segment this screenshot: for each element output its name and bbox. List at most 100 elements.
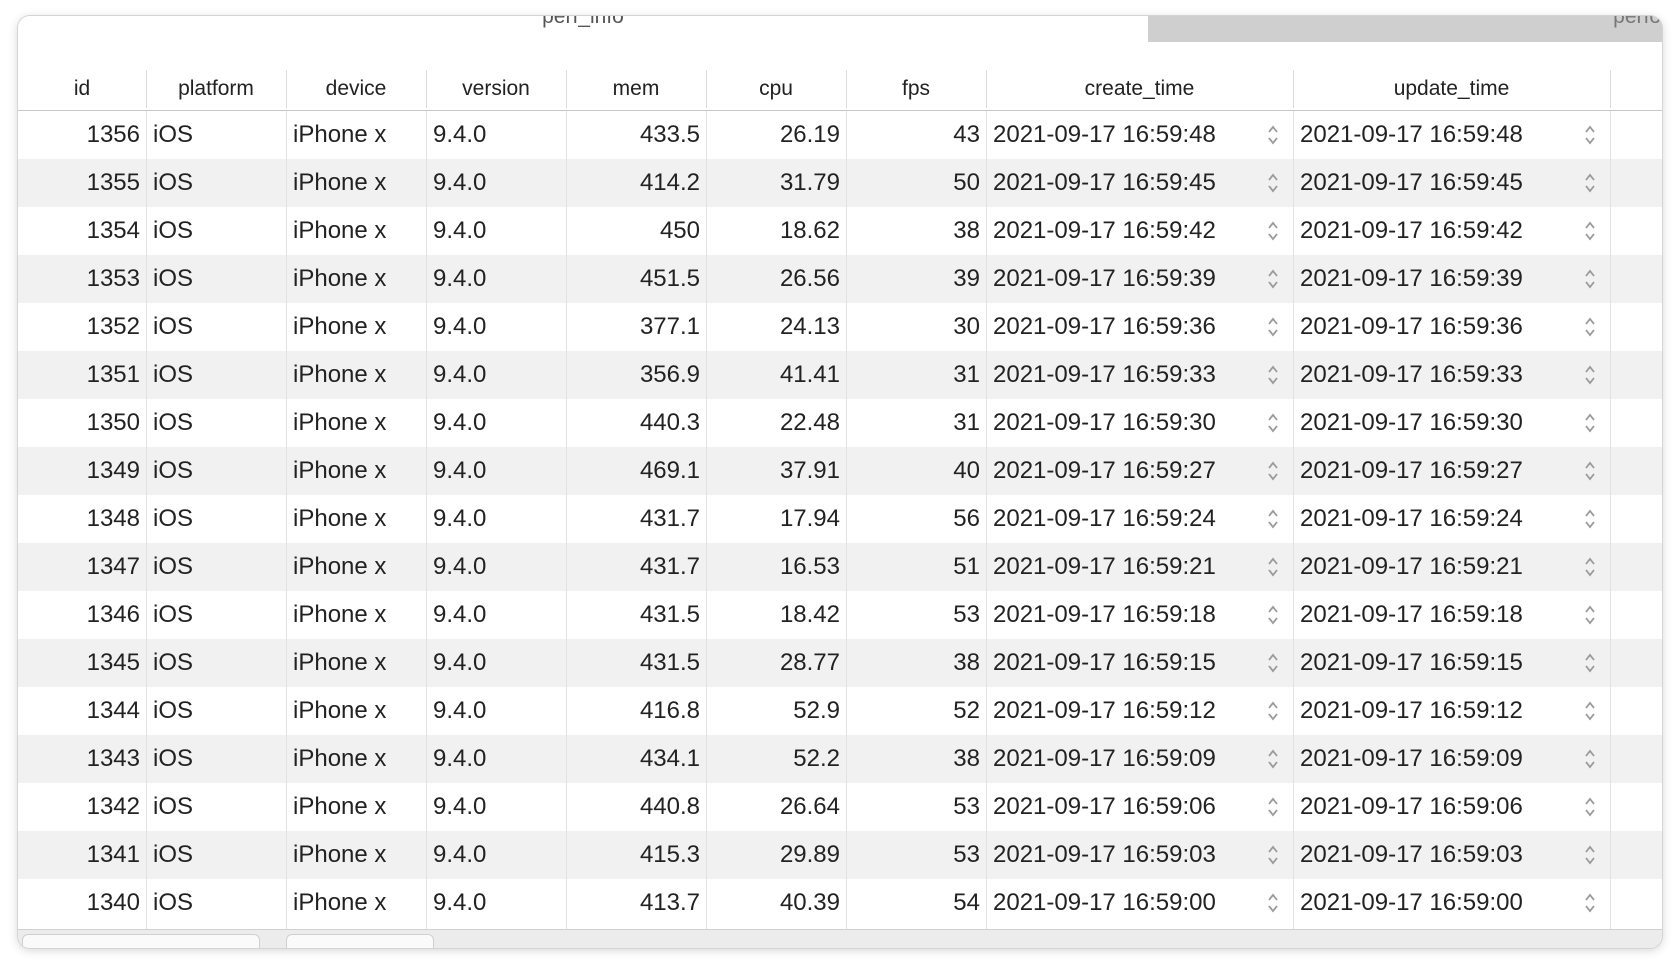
up-down-stepper-icon[interactable]	[1580, 831, 1600, 879]
cell-device[interactable]: iPhone x	[293, 217, 387, 244]
cell-platform[interactable]: iOS	[153, 889, 194, 916]
cell-mem[interactable]: 433.5	[639, 121, 700, 148]
column-header-update-time[interactable]: update_time	[1393, 77, 1510, 100]
cell-version[interactable]: 9.4.0	[433, 745, 487, 772]
cell-platform[interactable]: iOS	[153, 649, 194, 676]
cell-fps[interactable]: 54	[953, 889, 980, 916]
up-down-stepper-icon[interactable]	[1263, 207, 1283, 255]
up-down-stepper-icon[interactable]	[1580, 111, 1600, 159]
cell-update-time[interactable]: 2021-09-17 16:59:42	[1300, 217, 1523, 244]
footer-tab-button[interactable]	[286, 934, 434, 948]
table-row[interactable]: 1347 iOS iPhone x 9.4.0 431.7 16.53 51 2021-09-…	[18, 543, 1662, 591]
cell-version[interactable]: 9.4.0	[433, 553, 487, 580]
up-down-stepper-icon[interactable]	[1263, 783, 1283, 831]
table-row[interactable]: 1354 iOS iPhone x 9.4.0 450 18.62 38 2021-09-17…	[18, 207, 1662, 255]
cell-id[interactable]: 1354	[86, 217, 140, 244]
cell-cpu[interactable]: 31.79	[779, 169, 840, 196]
column-header-version[interactable]: version	[462, 77, 530, 100]
cell-platform[interactable]: iOS	[153, 841, 194, 868]
cell-id[interactable]: 1351	[86, 361, 140, 388]
cell-platform[interactable]: iOS	[153, 361, 194, 388]
up-down-stepper-icon[interactable]	[1263, 735, 1283, 783]
cell-mem[interactable]: 431.5	[639, 649, 700, 676]
cell-create-time[interactable]: 2021-09-17 16:59:06	[993, 793, 1216, 820]
tab-perfor[interactable]: perfor	[1148, 16, 1662, 42]
cell-device[interactable]: iPhone x	[293, 409, 387, 436]
up-down-stepper-icon[interactable]	[1580, 591, 1600, 639]
cell-device[interactable]: iPhone x	[293, 697, 387, 724]
table-row[interactable]: 1352 iOS iPhone x 9.4.0 377.1 24.13 30 2021-09-…	[18, 303, 1662, 351]
cell-version[interactable]: 9.4.0	[433, 889, 487, 916]
tab-perf-info[interactable]: perf_info	[18, 16, 1148, 42]
up-down-stepper-icon[interactable]	[1580, 255, 1600, 303]
table-row[interactable]: 1345 iOS iPhone x 9.4.0 431.5 28.77 38 2021-09-…	[18, 639, 1662, 687]
footer-tab-button[interactable]	[22, 934, 260, 948]
cell-fps[interactable]: 40	[953, 457, 980, 484]
cell-mem[interactable]: 377.1	[639, 313, 700, 340]
column-header-mem[interactable]: mem	[612, 77, 660, 100]
cell-device[interactable]: iPhone x	[293, 745, 387, 772]
up-down-stepper-icon[interactable]	[1580, 495, 1600, 543]
cell-device[interactable]: iPhone x	[293, 889, 387, 916]
up-down-stepper-icon[interactable]	[1580, 207, 1600, 255]
up-down-stepper-icon[interactable]	[1263, 303, 1283, 351]
up-down-stepper-icon[interactable]	[1263, 879, 1283, 927]
cell-create-time[interactable]: 2021-09-17 16:59:00	[993, 889, 1216, 916]
up-down-stepper-icon[interactable]	[1580, 159, 1600, 207]
cell-version[interactable]: 9.4.0	[433, 793, 487, 820]
cell-mem[interactable]: 431.5	[639, 601, 700, 628]
cell-device[interactable]: iPhone x	[293, 649, 387, 676]
cell-mem[interactable]: 440.8	[639, 793, 700, 820]
cell-id[interactable]: 1350	[86, 409, 140, 436]
up-down-stepper-icon[interactable]	[1580, 687, 1600, 735]
cell-create-time[interactable]: 2021-09-17 16:59:30	[993, 409, 1216, 436]
cell-create-time[interactable]: 2021-09-17 16:59:48	[993, 121, 1216, 148]
cell-cpu[interactable]: 52.2	[793, 745, 840, 772]
cell-version[interactable]: 9.4.0	[433, 313, 487, 340]
column-header-create-time[interactable]: create_time	[1084, 77, 1195, 100]
column-header-platform[interactable]: platform	[178, 77, 254, 100]
cell-mem[interactable]: 450	[659, 217, 700, 244]
cell-mem[interactable]: 414.2	[639, 169, 700, 196]
cell-create-time[interactable]: 2021-09-17 16:59:12	[993, 697, 1216, 724]
table-row[interactable]: 1348 iOS iPhone x 9.4.0 431.7 17.94 56 2021-09-…	[18, 495, 1662, 543]
cell-version[interactable]: 9.4.0	[433, 505, 487, 532]
up-down-stepper-icon[interactable]	[1580, 783, 1600, 831]
cell-cpu[interactable]: 16.53	[779, 553, 840, 580]
column-divider[interactable]	[1293, 70, 1294, 108]
cell-device[interactable]: iPhone x	[293, 601, 387, 628]
table-row[interactable]: 1351 iOS iPhone x 9.4.0 356.9 41.41 31 2021-09-…	[18, 351, 1662, 399]
cell-cpu[interactable]: 28.77	[779, 649, 840, 676]
table-row[interactable]: 1341 iOS iPhone x 9.4.0 415.3 29.89 53 2021-09-…	[18, 831, 1662, 879]
cell-platform[interactable]: iOS	[153, 601, 194, 628]
cell-version[interactable]: 9.4.0	[433, 217, 487, 244]
cell-fps[interactable]: 51	[953, 553, 980, 580]
cell-create-time[interactable]: 2021-09-17 16:59:18	[993, 601, 1216, 628]
cell-platform[interactable]: iOS	[153, 745, 194, 772]
table-row[interactable]: 1353 iOS iPhone x 9.4.0 451.5 26.56 39 2021-09-…	[18, 255, 1662, 303]
cell-platform[interactable]: iOS	[153, 265, 194, 292]
up-down-stepper-icon[interactable]	[1263, 639, 1283, 687]
cell-mem[interactable]: 413.7	[639, 889, 700, 916]
cell-platform[interactable]: iOS	[153, 217, 194, 244]
up-down-stepper-icon[interactable]	[1580, 639, 1600, 687]
cell-device[interactable]: iPhone x	[293, 121, 387, 148]
table-row[interactable]: 1355 iOS iPhone x 9.4.0 414.2 31.79 50 2021-09-…	[18, 159, 1662, 207]
table-row[interactable]: 1349 iOS iPhone x 9.4.0 469.1 37.91 40 2021-09-…	[18, 447, 1662, 495]
cell-id[interactable]: 1352	[86, 313, 140, 340]
cell-fps[interactable]: 31	[953, 361, 980, 388]
cell-device[interactable]: iPhone x	[293, 553, 387, 580]
cell-update-time[interactable]: 2021-09-17 16:59:33	[1300, 361, 1523, 388]
table-row[interactable]: 1344 iOS iPhone x 9.4.0 416.8 52.9 52 2021-09-1…	[18, 687, 1662, 735]
cell-mem[interactable]: 434.1	[639, 745, 700, 772]
column-divider[interactable]	[426, 70, 427, 108]
cell-cpu[interactable]: 40.39	[779, 889, 840, 916]
cell-version[interactable]: 9.4.0	[433, 169, 487, 196]
column-divider[interactable]	[566, 70, 567, 108]
column-divider[interactable]	[286, 70, 287, 108]
up-down-stepper-icon[interactable]	[1580, 543, 1600, 591]
cell-version[interactable]: 9.4.0	[433, 841, 487, 868]
cell-id[interactable]: 1340	[86, 889, 140, 916]
cell-update-time[interactable]: 2021-09-17 16:59:36	[1300, 313, 1523, 340]
cell-version[interactable]: 9.4.0	[433, 265, 487, 292]
